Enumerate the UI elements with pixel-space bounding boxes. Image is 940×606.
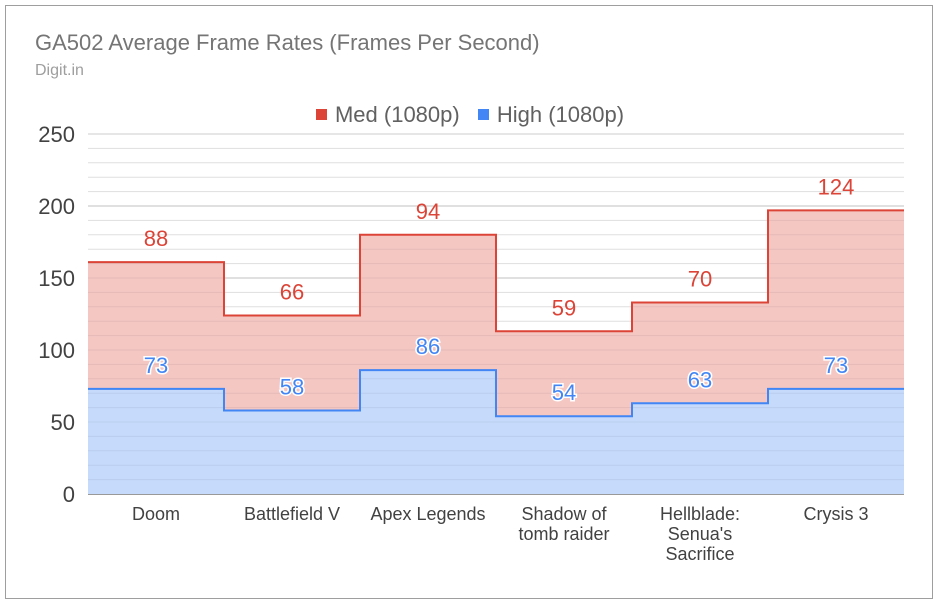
y-tick-label: 250 [38, 122, 75, 147]
line-high-1080p [88, 369, 904, 418]
legend-label-med: Med (1080p) [334, 101, 460, 127]
x-tick-label: Doom [132, 504, 180, 524]
data-label-med: 88 [144, 226, 168, 251]
area-high-1080p [88, 370, 904, 494]
y-tick-label: 150 [38, 266, 75, 291]
legend-item-med[interactable]: Med (1080p) [315, 101, 460, 128]
data-label-high: 73 [824, 353, 848, 378]
chart-subtitle: Digit.in [35, 62, 84, 79]
x-tick-label: Crysis 3 [803, 504, 868, 524]
x-tick-label: Battlefield V [244, 504, 340, 524]
y-tick-label: 200 [38, 194, 75, 219]
legend-label-high: High (1080p) [496, 101, 625, 127]
chart-legend: Med (1080p) High (1080p) [0, 100, 940, 128]
y-tick-label: 0 [63, 482, 75, 507]
data-label-high: 58 [280, 374, 304, 399]
data-label-high: 63 [688, 367, 712, 392]
legend-item-high[interactable]: High (1080p) [477, 101, 625, 128]
chart-title: GA502 Average Frame Rates (Frames Per Se… [35, 30, 540, 55]
data-label-med: 59 [552, 295, 576, 320]
y-tick-label: 50 [51, 410, 75, 435]
legend-swatch-med [315, 109, 327, 120]
data-label-high: 54 [552, 380, 576, 405]
data-label-high: 73 [144, 353, 168, 378]
line-med-1080p [88, 209, 904, 333]
data-label-med: 70 [688, 266, 712, 291]
data-label-med: 66 [280, 279, 304, 304]
x-tick-label: Hellblade: Senua's Sacrifice [660, 504, 740, 564]
legend-swatch-high [477, 109, 489, 120]
x-tick-label: Shadow of tomb raider [518, 504, 609, 544]
y-tick-label: 100 [38, 338, 75, 363]
data-label-med: 94 [416, 199, 440, 224]
x-tick-label: Apex Legends [370, 504, 485, 524]
data-label-med: 124 [818, 174, 855, 199]
data-label-high: 86 [416, 334, 440, 359]
